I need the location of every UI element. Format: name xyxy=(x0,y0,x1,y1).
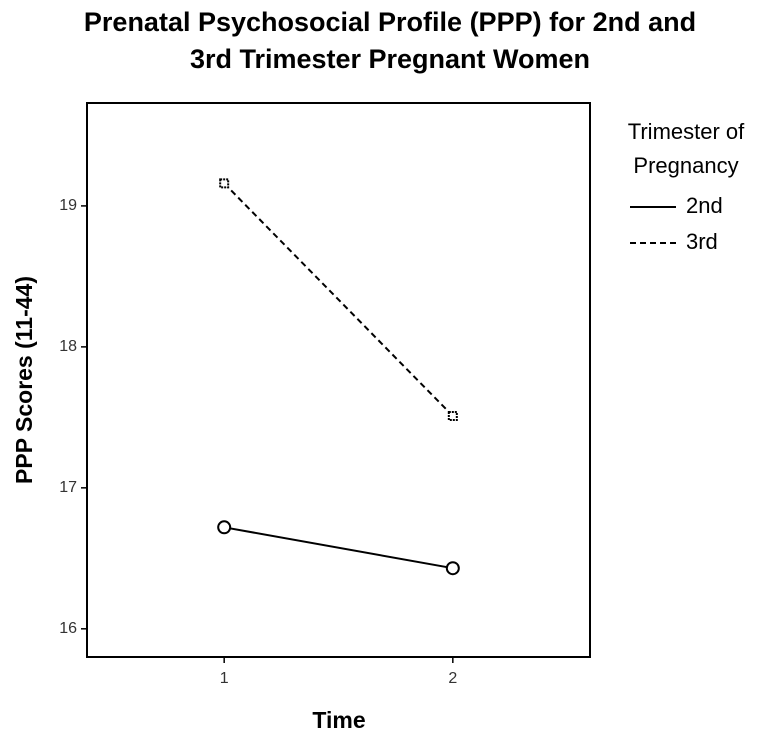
legend-label: 3rd xyxy=(686,229,718,254)
x-tick-label: 1 xyxy=(220,670,229,687)
legend-label: 2nd xyxy=(686,193,723,218)
y-tick-label: 18 xyxy=(59,338,77,355)
y-tick-label: 16 xyxy=(59,620,77,637)
legend-title: Trimester of xyxy=(628,119,745,144)
marker xyxy=(219,178,230,189)
series-line xyxy=(223,182,454,417)
marker xyxy=(447,410,458,421)
legend-title: Pregnancy xyxy=(633,153,738,178)
plot-frame xyxy=(86,102,591,658)
y-axis-label: PPP Scores (11-44) xyxy=(11,276,37,484)
chart-title: 3rd Trimester Pregnant Women xyxy=(190,44,590,74)
y-tick-label: 19 xyxy=(59,197,77,214)
x-tick-label: 2 xyxy=(448,670,457,687)
marker xyxy=(217,520,232,535)
series-line xyxy=(224,526,453,570)
marker xyxy=(445,561,460,576)
y-tick-label: 17 xyxy=(59,479,77,496)
x-axis-label: Time xyxy=(312,707,365,733)
chart-title: Prenatal Psychosocial Profile (PPP) for … xyxy=(84,7,696,37)
